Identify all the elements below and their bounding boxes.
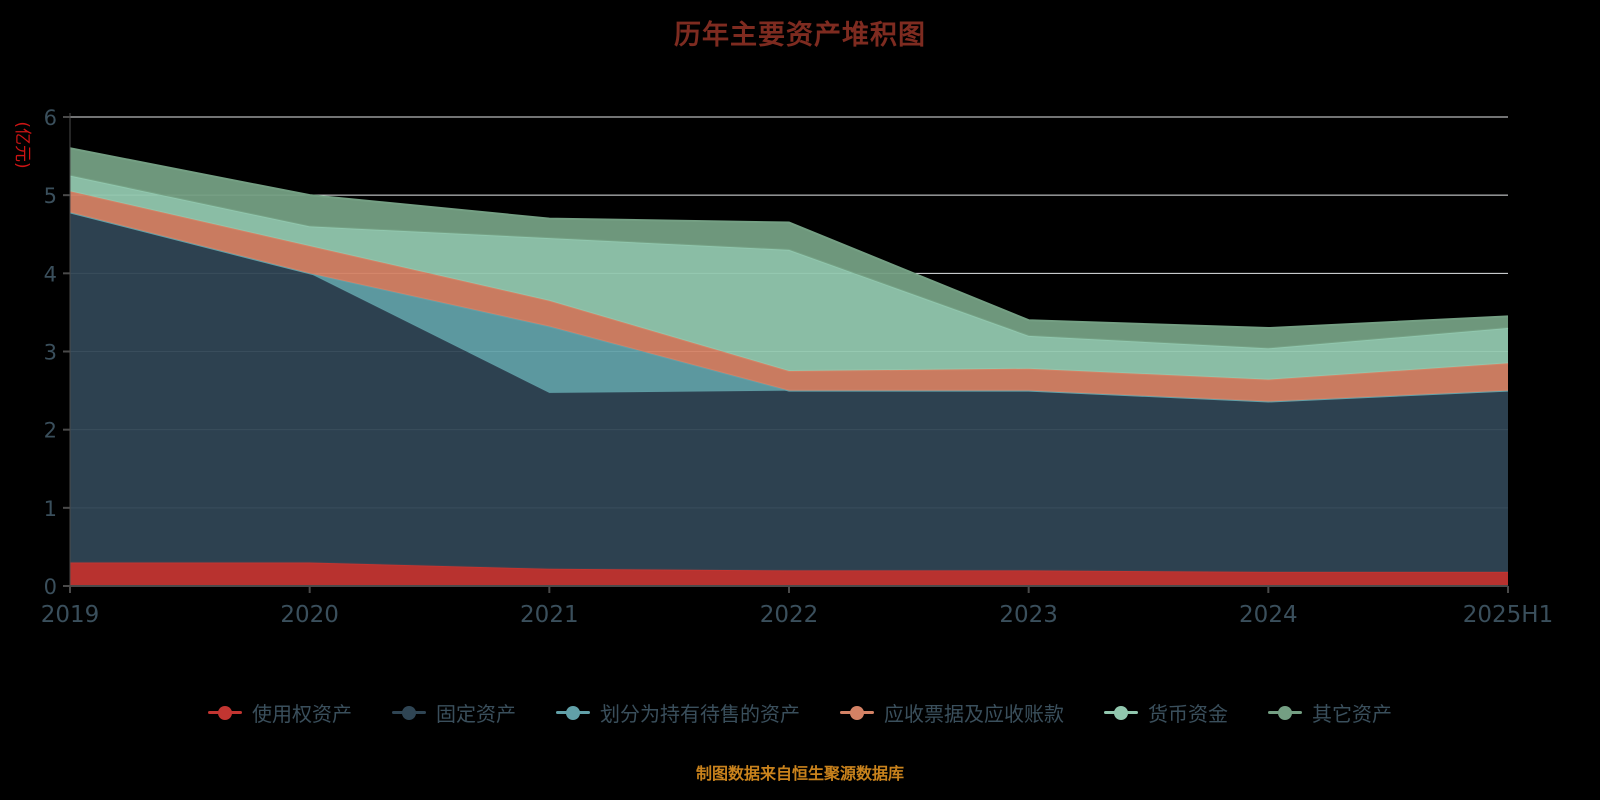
legend-item-5[interactable]: 货币资金 xyxy=(1104,698,1228,727)
legend-line-dot-icon xyxy=(1268,705,1302,720)
y-tick-label-5: 5 xyxy=(44,184,57,208)
legend-dot-icon xyxy=(850,705,864,720)
x-tick-label-2020: 2020 xyxy=(280,602,339,628)
legend-line-dot-icon xyxy=(556,705,590,720)
legend-dot-icon xyxy=(566,705,580,720)
legend-line-dot-icon xyxy=(392,705,426,720)
legend-dot-icon xyxy=(402,705,416,720)
x-tick-label-2022: 2022 xyxy=(760,602,819,628)
legend-item-1[interactable]: 使用权资产 xyxy=(208,698,352,727)
legend: 使用权资产 固定资产 划分为持有待售的资产 应收票据及应收账款 货币资金 其它资产 xyxy=(0,698,1600,727)
chart-title: 历年主要资产堆积图 xyxy=(674,20,926,51)
y-tick-label-6: 6 xyxy=(44,106,57,130)
legend-dot-icon xyxy=(1114,705,1128,720)
y-tick-label-0: 0 xyxy=(44,575,57,599)
legend-item-4[interactable]: 应收票据及应收账款 xyxy=(840,698,1064,727)
x-tick-label-2025H1: 2025H1 xyxy=(1463,602,1553,628)
legend-label: 固定资产 xyxy=(436,702,516,726)
legend-line-dot-icon xyxy=(840,705,874,720)
legend-item-6[interactable]: 其它资产 xyxy=(1268,698,1392,727)
y-tick-label-4: 4 xyxy=(44,262,57,286)
legend-label: 使用权资产 xyxy=(252,702,352,726)
legend-label: 其它资产 xyxy=(1312,702,1392,726)
legend-label: 应收票据及应收账款 xyxy=(884,702,1064,726)
legend-dot-icon xyxy=(218,705,232,720)
legend-item-2[interactable]: 固定资产 xyxy=(392,698,516,727)
x-tick-label-2023: 2023 xyxy=(999,602,1058,628)
legend-line-dot-icon xyxy=(1104,705,1138,720)
boundary-line-series-6 xyxy=(69,147,1509,330)
area-series-2[interactable] xyxy=(70,212,1508,572)
area-series-6[interactable] xyxy=(70,148,1508,349)
legend-label: 划分为持有待售的资产 xyxy=(600,702,800,726)
y-tick-label-1: 1 xyxy=(44,497,57,521)
area-series-1[interactable] xyxy=(70,562,1508,586)
legend-dot-icon xyxy=(1278,705,1292,720)
legend-item-3[interactable]: 划分为持有待售的资产 xyxy=(556,698,800,727)
legend-line-dot-icon xyxy=(208,705,242,720)
y-tick-label-2: 2 xyxy=(44,419,57,443)
x-tick-label-2024: 2024 xyxy=(1239,602,1298,628)
area-series-5[interactable] xyxy=(70,175,1508,380)
legend-label: 货币资金 xyxy=(1148,702,1228,726)
x-tick-label-2021: 2021 xyxy=(520,602,579,628)
y-tick-label-3: 3 xyxy=(44,341,57,365)
area-series-4[interactable] xyxy=(70,191,1508,402)
x-tick-label-2019: 2019 xyxy=(41,602,100,628)
data-source-note: 制图数据来自恒生聚源数据库 xyxy=(695,764,904,783)
